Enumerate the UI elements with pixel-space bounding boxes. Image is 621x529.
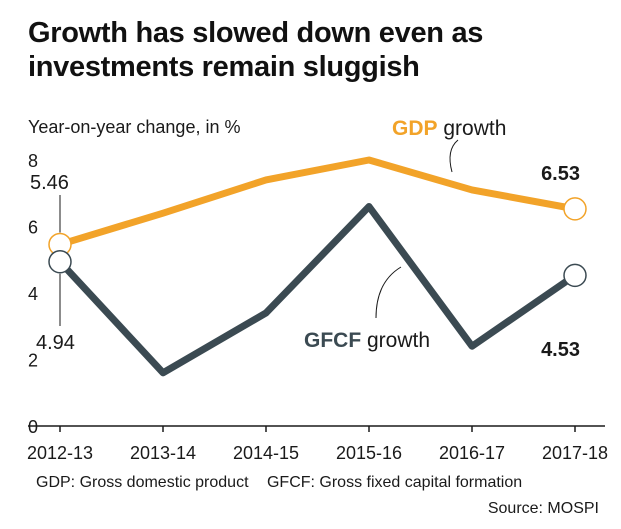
gfcf-last-marker — [563, 263, 587, 288]
x-tick-label: 2013-14 — [130, 443, 196, 463]
gfcf-definition: GFCF: Gross fixed capital formation — [266, 474, 523, 491]
series-labels: GDP growth GFCF growth — [304, 117, 506, 352]
gdp-last-marker — [563, 197, 587, 221]
gdp-definition: GDP: Gross domestic product — [36, 474, 249, 491]
series-markers — [48, 197, 587, 288]
x-tick-label: 2015-16 — [336, 443, 402, 463]
value-labels: 5.46 6.53 4.94 4.53 — [30, 163, 580, 361]
gdp-last-value-label: 6.53 — [541, 163, 580, 185]
gfcf-series-line — [57, 203, 577, 377]
x-tick-label: 2012-13 — [27, 443, 93, 463]
y-tick-label: 8 — [28, 151, 38, 171]
footnote: GDP: Gross domestic product GFCF: Gross … — [36, 474, 536, 492]
y-tick-label: 2 — [28, 351, 38, 371]
gdp-first-value-label: 5.46 — [30, 172, 69, 194]
gfcf-series-label: GFCF growth — [304, 329, 430, 352]
y-tick-label: 0 — [28, 417, 38, 437]
title-line-1: Growth has slowed down even as — [28, 17, 484, 49]
chart-title: Growth has slowed down even as investmen… — [28, 16, 608, 84]
series-lines — [57, 156, 577, 377]
y-tick-label: 6 — [28, 218, 38, 238]
gfcf-label-pointer — [375, 266, 402, 319]
gdp-series-label: GDP growth — [392, 117, 506, 140]
y-axis-label: Year-on-year change, in % — [28, 117, 240, 137]
gfcf-first-marker — [48, 249, 72, 274]
gfcf-first-value-label: 4.94 — [36, 332, 75, 354]
x-tick-label: 2017-18 — [542, 443, 608, 463]
gdp-series-line — [58, 156, 576, 248]
y-tick-label: 4 — [28, 284, 38, 304]
title-line-2: investments remain sluggish — [28, 51, 420, 83]
x-axis-ticks: 2012-13 2013-14 2014-15 2015-16 2016-17 2017-… — [27, 426, 608, 463]
gfcf-last-value-label: 4.53 — [541, 339, 580, 361]
x-tick-label: 2016-17 — [439, 443, 505, 463]
y-axis-ticks: 0 2 4 6 8 — [28, 151, 38, 437]
x-tick-label: 2014-15 — [233, 443, 299, 463]
gdp-label-pointer — [449, 139, 459, 173]
source-note: Source: MOSPI — [487, 500, 599, 517]
label-leaders — [59, 139, 459, 326]
